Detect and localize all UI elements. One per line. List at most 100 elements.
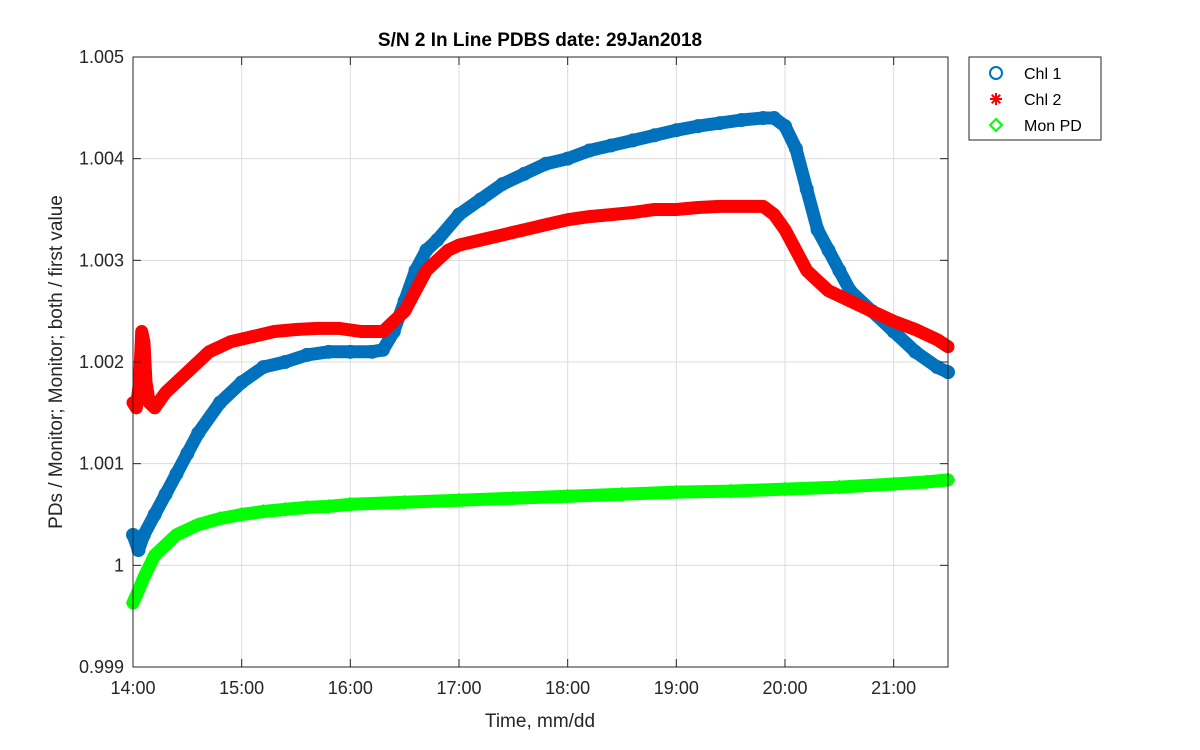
data-point <box>299 347 314 362</box>
data-point <box>430 233 445 247</box>
data-point <box>451 492 467 508</box>
data-point <box>614 486 630 502</box>
data-point <box>149 402 161 414</box>
data-point <box>321 344 336 359</box>
data-point <box>160 387 172 398</box>
data-point <box>768 209 780 221</box>
data-point <box>420 265 432 276</box>
data-point <box>495 177 510 192</box>
legend: Chl 1 Chl 2 Mon PD <box>968 56 1102 141</box>
x-tick-label: 21:00 <box>871 678 916 698</box>
data-point <box>908 344 923 359</box>
data-point <box>831 479 847 495</box>
data-point <box>130 402 142 414</box>
data-point <box>812 275 824 287</box>
data-point <box>452 207 466 222</box>
data-point <box>201 514 217 530</box>
data-point <box>312 322 324 334</box>
legend-marker <box>989 66 1003 80</box>
data-point <box>453 239 465 251</box>
data-point <box>333 322 345 334</box>
y-tick-labels: 0.999 1 1.001 1.002 1.003 1.004 1.005 <box>79 47 124 677</box>
data-point <box>375 342 390 357</box>
series-line <box>126 199 955 415</box>
series-line <box>126 111 955 557</box>
x-axis-label: Time, mm/dd <box>485 711 595 732</box>
data-point <box>134 376 146 388</box>
data-point <box>562 214 574 226</box>
data-point <box>234 375 249 390</box>
data-point <box>147 547 163 563</box>
data-point <box>723 483 739 499</box>
data-point <box>560 488 576 504</box>
data-point <box>790 244 802 256</box>
data-point <box>277 502 293 517</box>
x-tick-label: 17:00 <box>436 678 481 698</box>
y-tick-label: 1.001 <box>79 454 124 474</box>
data-point <box>169 527 184 543</box>
data-point <box>832 263 847 278</box>
data-point <box>388 315 400 327</box>
data-point <box>212 395 227 410</box>
data-point <box>888 315 900 327</box>
legend-marker <box>988 117 1004 133</box>
data-point <box>136 527 151 542</box>
data-point <box>799 182 814 197</box>
legend-entry: Chl 1 <box>989 66 1061 83</box>
data-point <box>136 326 148 337</box>
data-point <box>321 498 337 514</box>
data-point <box>475 234 487 246</box>
data-point <box>538 156 553 171</box>
data-point <box>181 366 193 378</box>
data-point <box>473 192 488 207</box>
legend-label: Mon PD <box>1024 118 1082 135</box>
data-point <box>496 229 508 241</box>
tick-marks <box>132 56 948 668</box>
data-point <box>625 133 640 148</box>
x-tick-label: 15:00 <box>219 678 264 698</box>
data-point <box>844 295 856 307</box>
x-tick-labels: 14:00 15:00 16:00 17:00 18:00 19:00 20:00 21:00 <box>110 678 916 698</box>
data-point <box>234 507 250 522</box>
data-point <box>788 141 803 156</box>
data-point <box>190 517 206 533</box>
data-point <box>692 201 704 213</box>
data-point <box>169 466 184 481</box>
data-point <box>821 243 836 258</box>
data-point <box>810 222 825 237</box>
data-point <box>931 334 943 346</box>
data-point <box>627 207 639 219</box>
data-point <box>505 490 521 506</box>
data-point <box>540 219 552 231</box>
data-point <box>886 476 902 492</box>
data-point <box>822 285 834 297</box>
y-axis-label: PDs / Monitor; Monitor; both / first val… <box>46 195 67 529</box>
legend-label: Chl 1 <box>1024 66 1061 83</box>
data-point <box>419 243 434 258</box>
x-tick-label: 19:00 <box>654 678 699 698</box>
data-point <box>647 128 662 143</box>
data-point <box>399 305 411 317</box>
y-tick-label: 1.005 <box>79 47 124 67</box>
data-point <box>442 244 454 256</box>
x-tick-label: 16:00 <box>328 678 373 698</box>
x-tick-label: 14:00 <box>110 678 155 698</box>
data-point <box>158 537 174 553</box>
data-point <box>397 494 413 510</box>
data-point <box>767 111 782 125</box>
data-point <box>582 143 597 158</box>
x-tick-label: 18:00 <box>545 678 590 698</box>
data-point <box>866 305 878 317</box>
data-point <box>801 265 813 276</box>
data-point <box>140 376 152 388</box>
data-point <box>431 254 443 266</box>
data-point <box>778 119 792 134</box>
data-point <box>256 360 271 375</box>
data-point <box>377 326 389 337</box>
series-mon-pd <box>125 472 956 611</box>
data-point <box>605 209 617 221</box>
data-point <box>191 426 206 441</box>
data-point <box>278 355 293 369</box>
y-tick-label: 1.004 <box>79 149 124 169</box>
